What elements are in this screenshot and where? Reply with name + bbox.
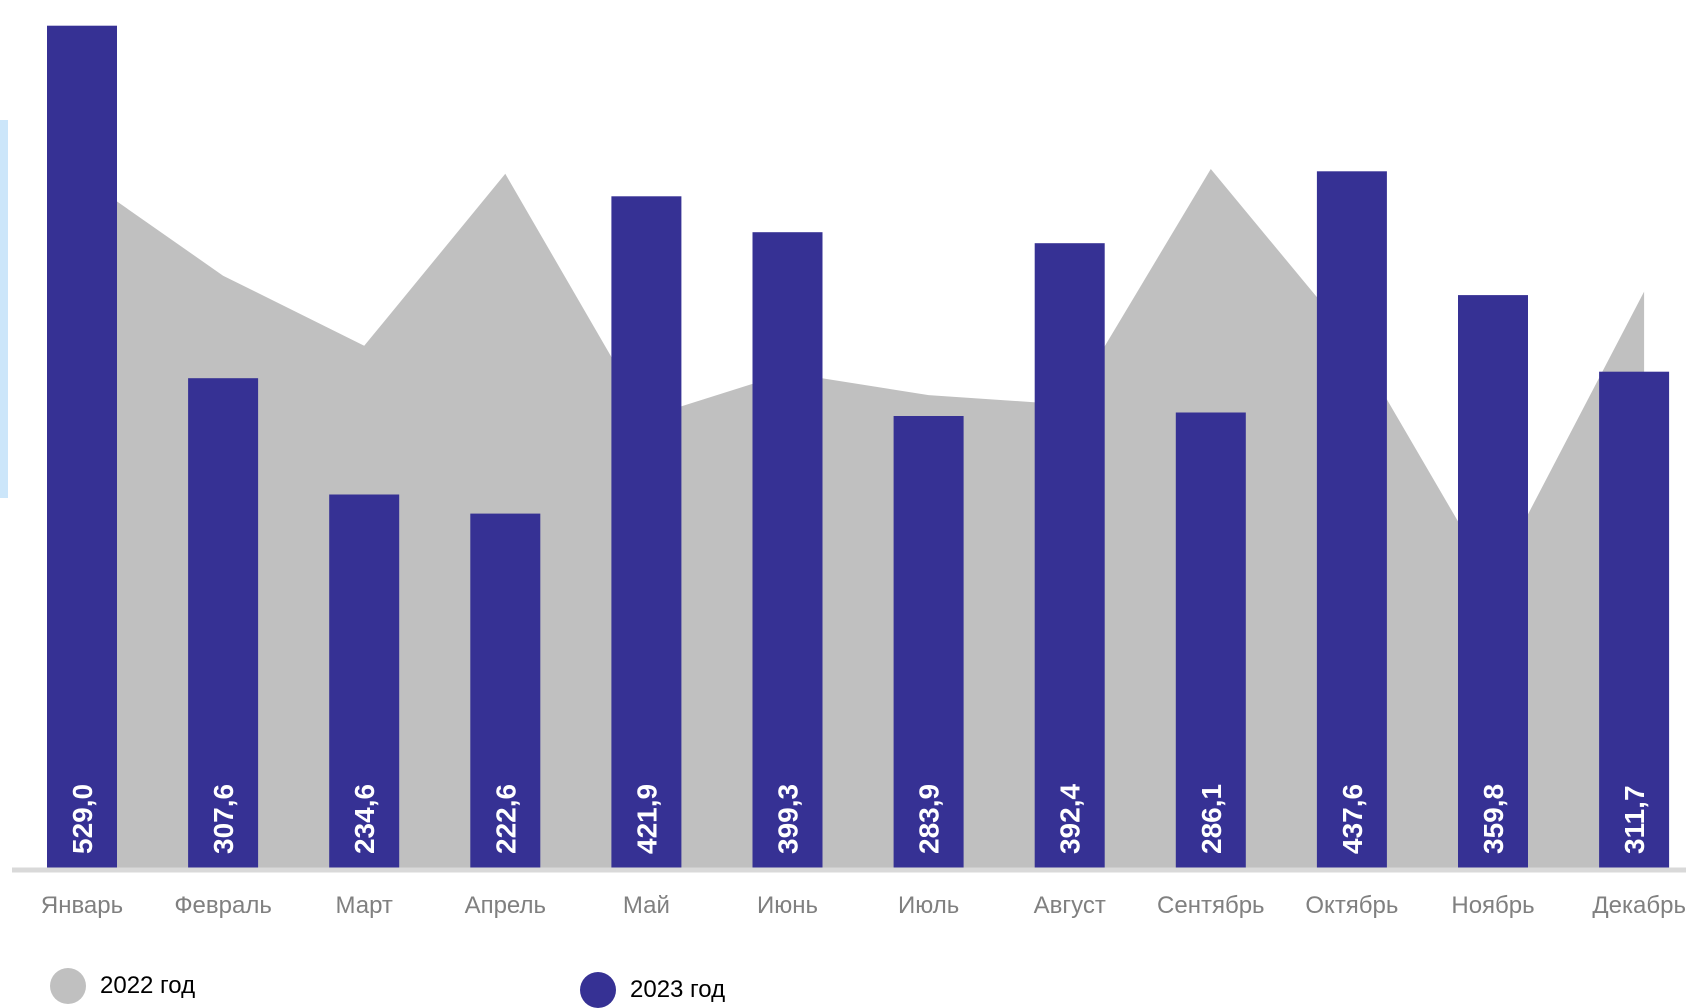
bar-6 (753, 232, 823, 868)
x-tick-label-10: Октябрь (1305, 892, 1398, 919)
bar-value-label-7: 283,9 (914, 784, 945, 854)
x-tick-label-8: Август (1034, 892, 1106, 919)
legend-swatch-2023 (580, 972, 616, 1008)
bar-value-label-3: 234,6 (349, 784, 380, 854)
x-tick-label-3: Март (335, 892, 392, 919)
x-tick-label-1: Январь (41, 892, 123, 919)
bar-10 (1317, 171, 1387, 868)
legend-swatch-2022 (50, 968, 86, 1004)
bar-value-label-1: 529,0 (67, 784, 98, 854)
bar-value-label-10: 437,6 (1337, 784, 1368, 854)
x-tick-label-9: Сентябрь (1157, 892, 1265, 919)
side-accent-strip (0, 120, 8, 498)
bar-value-label-12: 311,7 (1619, 785, 1650, 854)
legend-item-2022: 2022 год (50, 968, 195, 1004)
legend-label-2023: 2023 год (630, 976, 725, 1004)
bar-5 (611, 196, 681, 868)
bar-value-label-4: 222,6 (490, 784, 521, 854)
x-tick-label-12: Декабрь (1592, 892, 1686, 919)
bar-value-label-2: 307,6 (208, 784, 239, 854)
x-tick-label-4: Апрель (465, 892, 546, 919)
x-tick-label-2: Февраль (174, 892, 272, 919)
legend-item-2023: 2023 год (580, 972, 725, 1008)
area-series-2022 (82, 169, 1644, 868)
bar-11 (1458, 295, 1528, 868)
x-axis-tick-labels: Январь Февраль Март Апрель Май Июнь Июль Август… (41, 892, 1686, 919)
bar-value-label-11: 359,8 (1478, 784, 1509, 854)
bar-value-label-6: 399,3 (773, 784, 804, 854)
legend-label-2022: 2022 год (100, 972, 195, 1000)
bar-8 (1035, 243, 1105, 868)
x-tick-label-7: Июль (898, 892, 959, 919)
bar-value-label-5: 421,9 (631, 784, 662, 854)
x-tick-label-11: Ноябрь (1451, 892, 1534, 919)
bar-1 (47, 26, 117, 868)
x-tick-label-5: Май (623, 892, 670, 919)
bar-value-label-8: 392,4 (1055, 784, 1086, 854)
area-2022 (82, 169, 1644, 868)
x-tick-label-6: Июнь (757, 892, 818, 919)
bar-value-label-9: 286,1 (1196, 784, 1227, 854)
